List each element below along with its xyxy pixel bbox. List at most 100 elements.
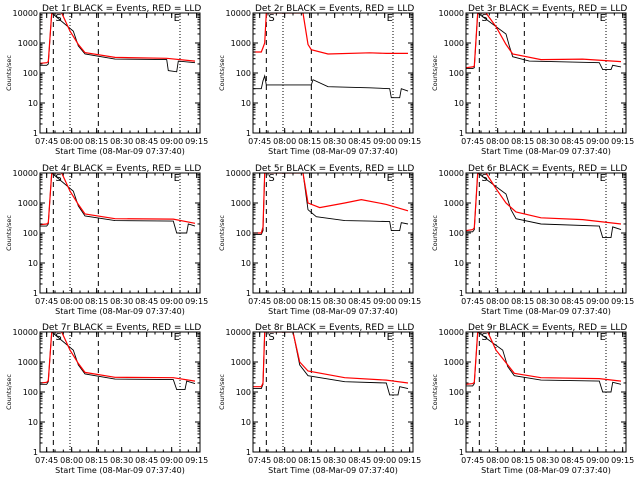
panel-title: Det 3r BLACK = Events, RED = LLD bbox=[468, 4, 627, 14]
lld-series-line bbox=[40, 13, 196, 64]
y-tick-label: 100 bbox=[449, 69, 464, 78]
x-axis-label: Start Time (08-Mar-09 07:37:40) bbox=[55, 147, 185, 156]
x-tick-label: 09:15 bbox=[398, 137, 421, 146]
x-tick-label: 08:30 bbox=[536, 137, 559, 146]
y-axis-label: Counts/sec bbox=[218, 55, 226, 91]
y-tick-label: 10000 bbox=[226, 9, 251, 18]
marker-label-e: E bbox=[174, 13, 180, 24]
y-tick-label: 100 bbox=[236, 69, 251, 78]
lld-series-line bbox=[40, 173, 196, 226]
y-tick-label: 10000 bbox=[13, 9, 38, 18]
events-series-line bbox=[40, 13, 196, 73]
series-group bbox=[40, 173, 196, 234]
x-tick-label: 07:45 bbox=[461, 297, 484, 306]
x-tick-label: 08:30 bbox=[536, 297, 559, 306]
events-series-line bbox=[466, 13, 622, 71]
x-tick-label: 09:00 bbox=[160, 137, 183, 146]
x-tick-label: 08:15 bbox=[511, 456, 534, 465]
y-tick-label: 1000 bbox=[444, 358, 464, 367]
series-group bbox=[40, 332, 196, 391]
plot-frame bbox=[465, 331, 627, 453]
x-tick-label: 09:15 bbox=[185, 456, 208, 465]
x-tick-label: 07:45 bbox=[461, 456, 484, 465]
x-tick-label: 09:00 bbox=[160, 297, 183, 306]
x-tick-label: 09:15 bbox=[398, 297, 421, 306]
x-tick-label: 08:15 bbox=[298, 297, 321, 306]
x-tick-label: 08:00 bbox=[486, 456, 509, 465]
y-tick-label: 10000 bbox=[439, 9, 464, 18]
y-axis-label: Counts/sec bbox=[431, 374, 439, 410]
plot-frame bbox=[252, 172, 414, 294]
y-tick-label: 10000 bbox=[13, 169, 38, 178]
x-tick-label: 09:00 bbox=[586, 137, 609, 146]
plot-frame bbox=[39, 12, 201, 134]
plot-frame bbox=[465, 12, 627, 134]
y-tick-label: 10 bbox=[241, 259, 251, 268]
x-tick-label: 08:45 bbox=[348, 137, 371, 146]
y-tick-label: 10000 bbox=[226, 169, 251, 178]
y-axis-label: Counts/sec bbox=[5, 374, 13, 410]
marker-label-e: E bbox=[174, 332, 180, 343]
y-tick-label: 1 bbox=[246, 289, 251, 298]
marker-label-e: E bbox=[600, 13, 606, 24]
y-tick-label: 1 bbox=[459, 448, 464, 457]
x-tick-label: 07:45 bbox=[35, 137, 58, 146]
x-tick-label: 08:30 bbox=[323, 456, 346, 465]
x-tick-label: 07:45 bbox=[248, 456, 271, 465]
series-group bbox=[466, 13, 622, 71]
y-tick-label: 1000 bbox=[444, 39, 464, 48]
x-tick-label: 08:15 bbox=[511, 137, 534, 146]
y-tick-label: 1 bbox=[246, 129, 251, 138]
lld-series-line bbox=[466, 173, 622, 232]
y-tick-label: 100 bbox=[236, 229, 251, 238]
y-axis-label: Counts/sec bbox=[5, 55, 13, 91]
y-tick-label: 10 bbox=[454, 259, 464, 268]
series-group bbox=[40, 13, 196, 73]
x-tick-label: 08:00 bbox=[273, 456, 296, 465]
x-tick-label: 08:45 bbox=[135, 137, 158, 146]
lld-series-line bbox=[253, 332, 409, 388]
y-tick-label: 10 bbox=[28, 418, 38, 427]
x-tick-label: 08:45 bbox=[348, 297, 371, 306]
x-tick-label: 08:00 bbox=[60, 456, 83, 465]
lld-series-line bbox=[253, 13, 408, 55]
marker-label-e: E bbox=[600, 332, 606, 343]
marker-label-e: E bbox=[387, 332, 393, 343]
marker-label-s: S bbox=[268, 332, 274, 343]
y-tick-label: 1000 bbox=[231, 358, 251, 367]
x-axis-label: Start Time (08-Mar-09 07:37:40) bbox=[268, 147, 398, 156]
y-tick-label: 1 bbox=[246, 448, 251, 457]
x-tick-label: 08:45 bbox=[135, 297, 158, 306]
x-tick-label: 09:15 bbox=[611, 297, 634, 306]
events-series-line bbox=[466, 332, 622, 393]
x-tick-label: 08:30 bbox=[536, 456, 559, 465]
plot-frame bbox=[39, 172, 201, 294]
series-group bbox=[253, 13, 409, 99]
panel-title: Det 9r BLACK = Events, RED = LLD bbox=[468, 323, 627, 333]
lld-series-line bbox=[466, 332, 622, 385]
y-tick-label: 10000 bbox=[439, 169, 464, 178]
panel-title: Det 7r BLACK = Events, RED = LLD bbox=[42, 323, 201, 333]
y-tick-label: 1000 bbox=[18, 358, 38, 367]
x-tick-label: 09:15 bbox=[611, 456, 634, 465]
panel-title: Det 1r BLACK = Events, RED = LLD bbox=[42, 4, 201, 14]
events-series-line bbox=[40, 173, 196, 234]
x-tick-label: 08:45 bbox=[561, 137, 584, 146]
y-tick-label: 10000 bbox=[439, 328, 464, 337]
marker-label-e: E bbox=[600, 173, 606, 184]
x-tick-label: 07:45 bbox=[35, 297, 58, 306]
y-tick-label: 1 bbox=[33, 129, 38, 138]
x-axis-label: Start Time (08-Mar-09 07:37:40) bbox=[55, 466, 185, 475]
x-tick-label: 07:45 bbox=[461, 137, 484, 146]
x-tick-label: 08:45 bbox=[135, 456, 158, 465]
y-axis-label: Counts/sec bbox=[218, 374, 226, 410]
y-tick-label: 10 bbox=[241, 418, 251, 427]
events-series-line bbox=[40, 332, 196, 391]
y-axis-label: Counts/sec bbox=[5, 215, 13, 251]
marker-label-s: S bbox=[268, 173, 274, 184]
marker-label-e: E bbox=[174, 173, 180, 184]
